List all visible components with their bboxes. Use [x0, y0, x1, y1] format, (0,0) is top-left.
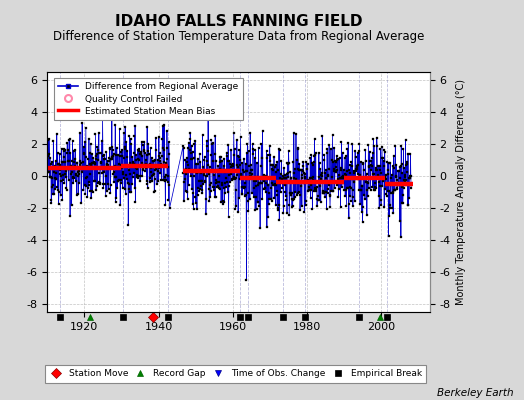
Text: Difference of Station Temperature Data from Regional Average: Difference of Station Temperature Data f…	[53, 30, 424, 43]
Y-axis label: Monthly Temperature Anomaly Difference (°C): Monthly Temperature Anomaly Difference (…	[456, 79, 466, 305]
Legend: Difference from Regional Average, Quality Control Failed, Estimated Station Mean: Difference from Regional Average, Qualit…	[53, 78, 243, 120]
Legend: Station Move, Record Gap, Time of Obs. Change, Empirical Break: Station Move, Record Gap, Time of Obs. C…	[45, 365, 427, 383]
Text: Berkeley Earth: Berkeley Earth	[437, 388, 514, 398]
Text: IDAHO FALLS FANNING FIELD: IDAHO FALLS FANNING FIELD	[115, 14, 362, 29]
